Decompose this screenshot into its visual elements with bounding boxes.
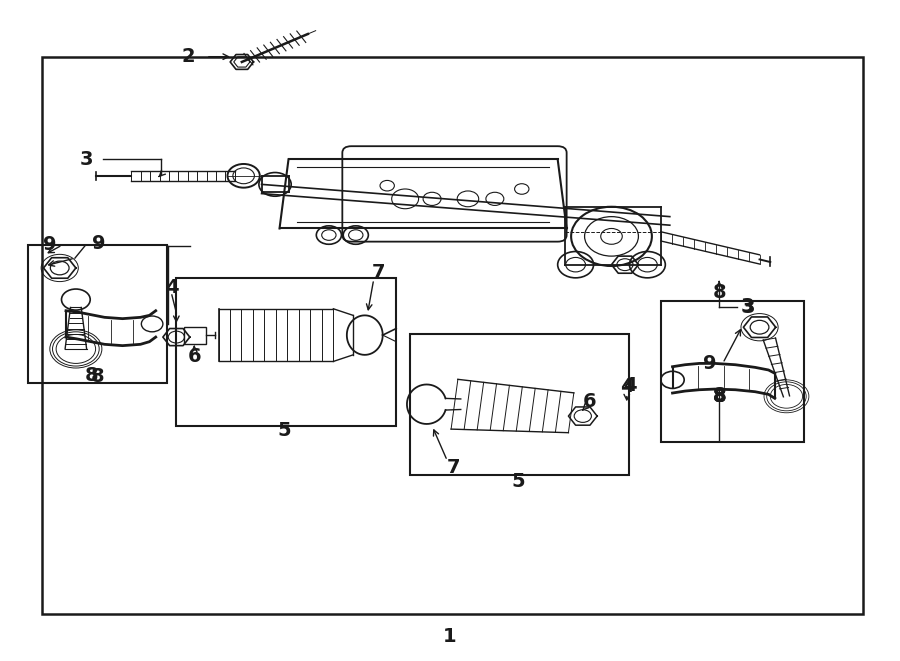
Text: 9: 9 — [703, 354, 716, 373]
Text: 4: 4 — [623, 376, 636, 395]
Bar — [410, 334, 629, 475]
Text: 7: 7 — [372, 263, 385, 282]
Text: 8: 8 — [713, 387, 726, 406]
Text: 8: 8 — [713, 385, 726, 405]
Text: 2: 2 — [181, 47, 194, 66]
Text: 8: 8 — [713, 387, 726, 406]
Text: 8: 8 — [713, 387, 726, 406]
Text: 3: 3 — [741, 297, 754, 316]
Text: 7: 7 — [446, 458, 460, 477]
Text: 5: 5 — [277, 421, 291, 440]
Text: 4: 4 — [620, 377, 634, 396]
Bar — [184, 327, 206, 344]
Text: 6: 6 — [187, 347, 201, 366]
Text: 3: 3 — [80, 150, 94, 169]
Text: 3: 3 — [742, 298, 755, 317]
Text: 8: 8 — [85, 366, 98, 385]
Bar — [28, 245, 167, 383]
Text: 8: 8 — [91, 367, 104, 386]
Bar — [41, 58, 863, 613]
Text: 9: 9 — [43, 235, 57, 254]
Text: 4: 4 — [165, 278, 179, 297]
Text: 8: 8 — [713, 283, 726, 302]
Bar — [661, 301, 805, 442]
Text: 5: 5 — [511, 473, 525, 491]
Text: 1: 1 — [443, 627, 457, 646]
Text: 6: 6 — [583, 392, 597, 411]
Bar — [176, 278, 396, 426]
Text: 9: 9 — [92, 234, 105, 253]
